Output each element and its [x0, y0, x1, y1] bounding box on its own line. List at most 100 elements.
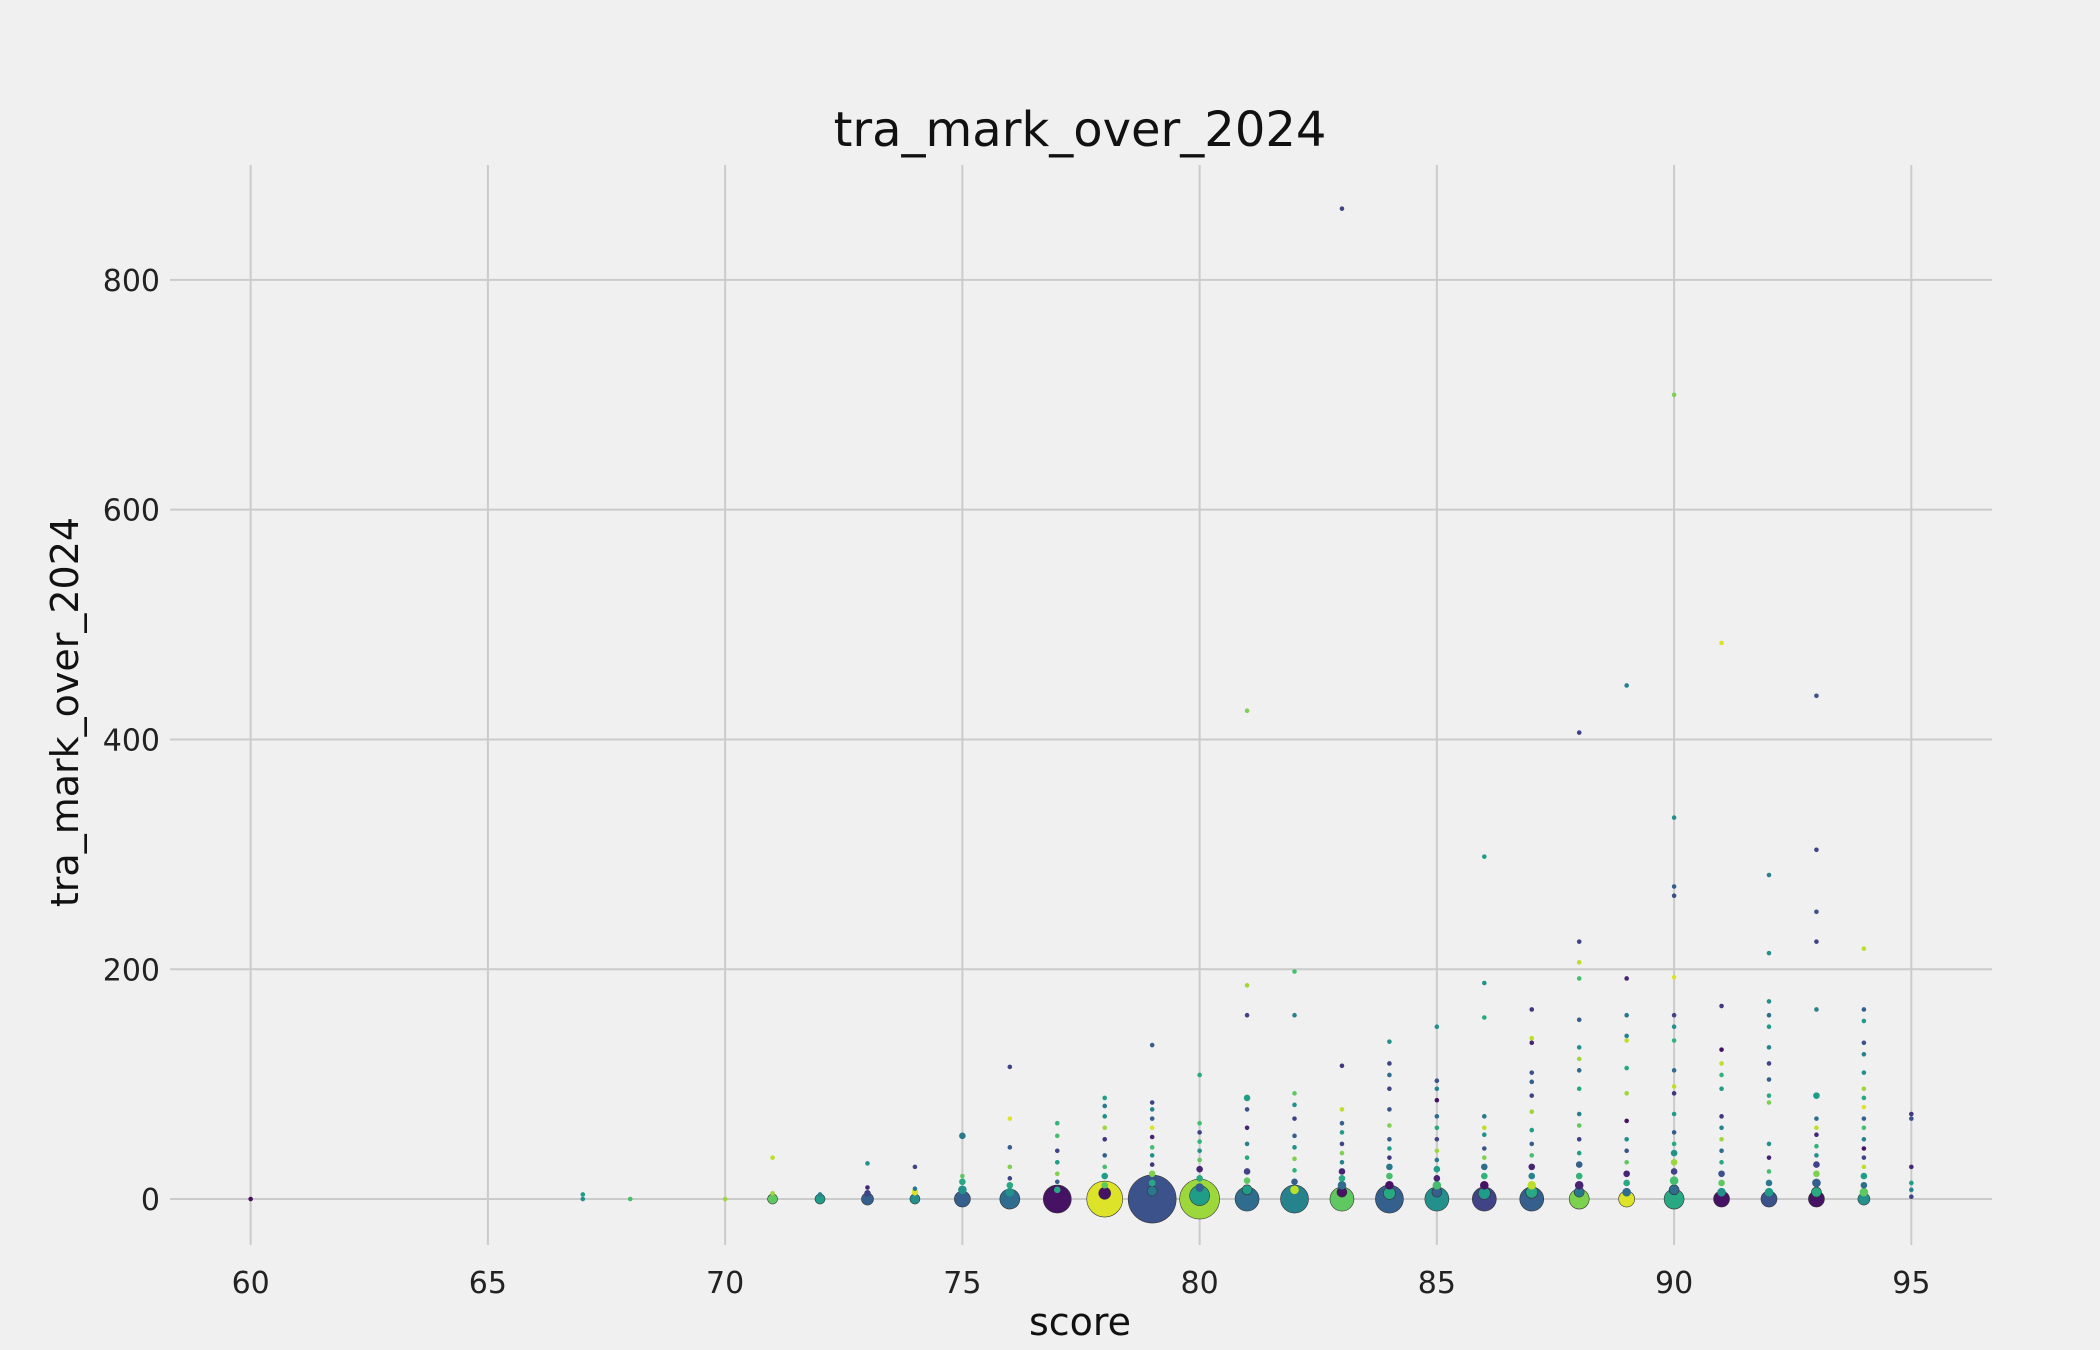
data-point	[1433, 1165, 1441, 1173]
data-point	[1623, 1170, 1630, 1178]
data-point	[817, 1192, 823, 1197]
data-point	[1481, 1172, 1488, 1180]
data-point	[1861, 946, 1867, 951]
data-point	[1861, 1051, 1867, 1057]
data-point	[865, 1161, 870, 1166]
data-point	[1292, 1091, 1297, 1096]
data-point	[1434, 1097, 1440, 1103]
data-point	[912, 1186, 918, 1192]
data-point	[1434, 1114, 1440, 1119]
data-point	[1102, 1136, 1108, 1142]
data-point	[1529, 1040, 1535, 1046]
data-point	[1622, 1187, 1631, 1197]
data-point	[1432, 1180, 1442, 1190]
data-point	[1575, 1161, 1583, 1168]
data-point	[1339, 1107, 1345, 1112]
data-point	[1244, 983, 1250, 988]
data-point	[1624, 1136, 1629, 1142]
data-point	[1243, 1168, 1251, 1175]
data-point	[1292, 1156, 1297, 1162]
data-point	[627, 1196, 633, 1202]
x-tick-labels: 60 65 70 75 80 85 90 95	[232, 1266, 1931, 1301]
data-point	[1338, 1168, 1346, 1175]
data-point	[1811, 1186, 1822, 1198]
data-point	[1482, 1015, 1487, 1020]
data-point	[1909, 1187, 1914, 1193]
data-point	[1574, 1180, 1584, 1190]
data-point	[1528, 1172, 1536, 1180]
data-point	[770, 1190, 775, 1196]
data-point	[1623, 1179, 1630, 1187]
data-point	[1386, 1172, 1393, 1180]
data-point	[1054, 1120, 1060, 1126]
data-point	[1813, 1161, 1820, 1168]
data-points	[248, 206, 1914, 1224]
data-point	[1719, 640, 1724, 646]
chart-title: tra_mark_over_2024	[834, 102, 1327, 158]
data-point	[1338, 1175, 1346, 1182]
data-point	[1576, 976, 1582, 981]
data-point	[1766, 950, 1772, 956]
data-point	[1719, 1047, 1724, 1052]
data-point	[1054, 1148, 1060, 1154]
data-point	[1766, 999, 1772, 1004]
data-point	[1671, 1012, 1677, 1018]
data-point	[1434, 1024, 1440, 1030]
data-point	[1482, 1125, 1487, 1131]
data-point	[1387, 1123, 1392, 1128]
data-point	[1387, 1072, 1392, 1078]
data-point	[1718, 1179, 1725, 1187]
data-point	[1244, 708, 1250, 714]
data-point	[1909, 1180, 1914, 1186]
data-point	[1195, 1183, 1204, 1192]
data-point	[1007, 1176, 1013, 1181]
data-point	[1482, 1146, 1487, 1151]
data-point	[1292, 1145, 1297, 1150]
y-tick-label: 0	[141, 1183, 160, 1218]
data-point	[1861, 1155, 1867, 1160]
data-point	[1434, 1148, 1440, 1154]
data-point	[1861, 1018, 1867, 1024]
data-point	[1624, 683, 1629, 688]
data-point	[580, 1196, 586, 1202]
data-point	[1197, 1139, 1202, 1144]
data-point	[1719, 1136, 1724, 1142]
data-point	[1387, 1061, 1392, 1066]
data-point	[1244, 1125, 1250, 1131]
data-point	[1434, 1078, 1440, 1084]
data-point	[1007, 1116, 1013, 1121]
data-point	[1339, 1063, 1345, 1069]
data-point	[1719, 1003, 1724, 1009]
data-point	[1669, 1176, 1679, 1185]
data-point	[1861, 1136, 1867, 1142]
data-point	[959, 1132, 966, 1140]
data-point	[1624, 1033, 1629, 1039]
data-point	[1860, 1172, 1868, 1180]
data-point	[1575, 1172, 1583, 1180]
data-point	[1102, 1164, 1108, 1170]
data-point	[1292, 1102, 1297, 1108]
data-point	[1482, 980, 1487, 986]
data-point	[1814, 909, 1819, 915]
data-point	[1766, 1061, 1772, 1066]
data-point	[1482, 854, 1487, 859]
data-point	[1339, 206, 1345, 211]
data-point	[1909, 1111, 1914, 1117]
data-point	[1671, 1024, 1677, 1030]
data-point	[1766, 872, 1772, 878]
data-point	[1766, 1045, 1772, 1050]
x-tick-label: 75	[943, 1266, 981, 1301]
data-point	[1149, 1153, 1155, 1158]
data-point	[1292, 1012, 1297, 1018]
data-point	[1244, 1012, 1250, 1018]
data-point	[1290, 1185, 1299, 1195]
data-point	[1576, 730, 1582, 735]
data-point	[1482, 1114, 1487, 1119]
data-point	[1624, 1159, 1629, 1165]
data-point	[1576, 1017, 1582, 1023]
data-point	[1766, 1169, 1772, 1174]
data-point	[1814, 1125, 1819, 1131]
x-tick-label: 90	[1655, 1266, 1693, 1301]
x-tick-label: 60	[232, 1266, 270, 1301]
data-point	[1053, 1186, 1061, 1194]
